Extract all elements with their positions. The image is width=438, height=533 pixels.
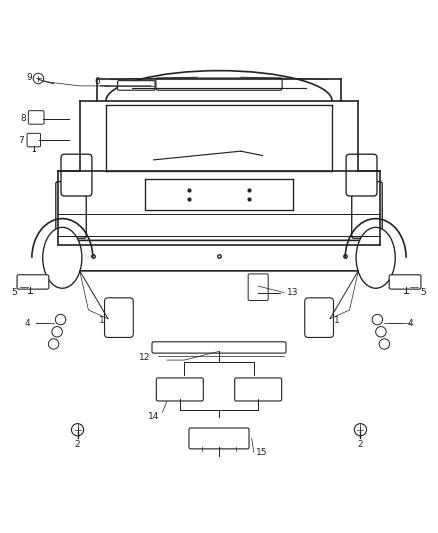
Text: 5: 5 bbox=[420, 288, 427, 297]
Text: 8: 8 bbox=[20, 114, 26, 123]
FancyBboxPatch shape bbox=[156, 78, 282, 90]
FancyBboxPatch shape bbox=[189, 428, 249, 449]
FancyBboxPatch shape bbox=[28, 111, 44, 124]
FancyBboxPatch shape bbox=[235, 378, 282, 401]
FancyBboxPatch shape bbox=[56, 182, 86, 238]
FancyBboxPatch shape bbox=[352, 182, 382, 238]
Ellipse shape bbox=[43, 228, 82, 288]
Text: 15: 15 bbox=[256, 448, 268, 457]
Ellipse shape bbox=[356, 228, 395, 288]
Text: 6: 6 bbox=[94, 77, 100, 86]
Text: 9: 9 bbox=[27, 72, 32, 82]
FancyBboxPatch shape bbox=[248, 274, 268, 301]
FancyBboxPatch shape bbox=[389, 275, 421, 289]
Text: 2: 2 bbox=[358, 440, 363, 449]
FancyBboxPatch shape bbox=[53, 240, 385, 271]
FancyBboxPatch shape bbox=[17, 275, 49, 289]
Text: 12: 12 bbox=[139, 353, 151, 362]
Text: 4: 4 bbox=[408, 319, 413, 328]
FancyBboxPatch shape bbox=[117, 80, 155, 90]
Text: 4: 4 bbox=[25, 319, 30, 328]
FancyBboxPatch shape bbox=[27, 133, 41, 147]
Text: 13: 13 bbox=[287, 288, 299, 297]
FancyBboxPatch shape bbox=[152, 342, 286, 353]
Text: 1: 1 bbox=[99, 317, 104, 326]
Text: 2: 2 bbox=[75, 440, 80, 449]
FancyBboxPatch shape bbox=[305, 298, 333, 337]
Text: 1: 1 bbox=[334, 317, 339, 326]
Text: 14: 14 bbox=[148, 412, 159, 421]
Text: 7: 7 bbox=[18, 136, 24, 145]
Text: 5: 5 bbox=[11, 288, 18, 297]
FancyBboxPatch shape bbox=[61, 154, 92, 196]
FancyBboxPatch shape bbox=[105, 298, 133, 337]
FancyBboxPatch shape bbox=[346, 154, 377, 196]
FancyBboxPatch shape bbox=[156, 378, 203, 401]
